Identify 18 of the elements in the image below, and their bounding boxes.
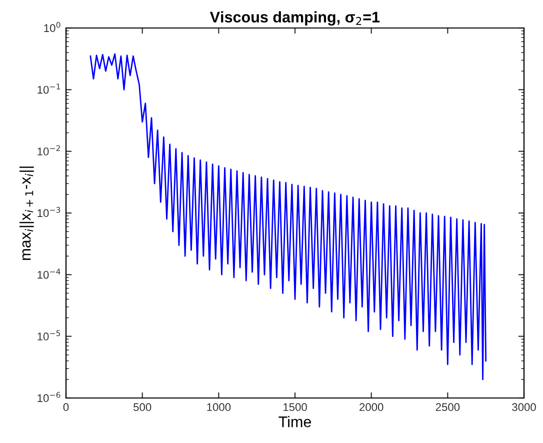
x-tick-label: 2500	[436, 403, 460, 412]
x-tick-label: 1500	[283, 403, 307, 412]
x-tick-label: 3000	[512, 403, 536, 412]
x-tick-label: 0	[63, 403, 69, 412]
x-axis-title: Time	[278, 416, 312, 428]
y-tick-label: 10$^{−6}$	[38, 392, 60, 402]
line-series	[90, 53, 487, 380]
y-tick-label: 10$^{0}$	[44, 22, 60, 32]
y-axis-title: max$_{i}$||x$_{i+1}$-x$_{i}$||	[20, 166, 34, 260]
y-tick-label: 10$^{−1}$	[38, 84, 60, 94]
y-tick-label: 10$^{−3}$	[38, 206, 60, 218]
x-tick-label: 500	[134, 403, 152, 412]
x-tick-label: 1000	[207, 403, 231, 412]
x-tick-label: 2000	[360, 403, 384, 412]
y-tick-label: 10$^{−2}$	[38, 145, 60, 156]
chart-title: Viscous damping, σ$_{2}$=1	[210, 11, 380, 26]
y-tick-label: 10$^{−4}$	[38, 268, 60, 279]
y-tick-label: 10$^{−5}$	[38, 330, 60, 340]
